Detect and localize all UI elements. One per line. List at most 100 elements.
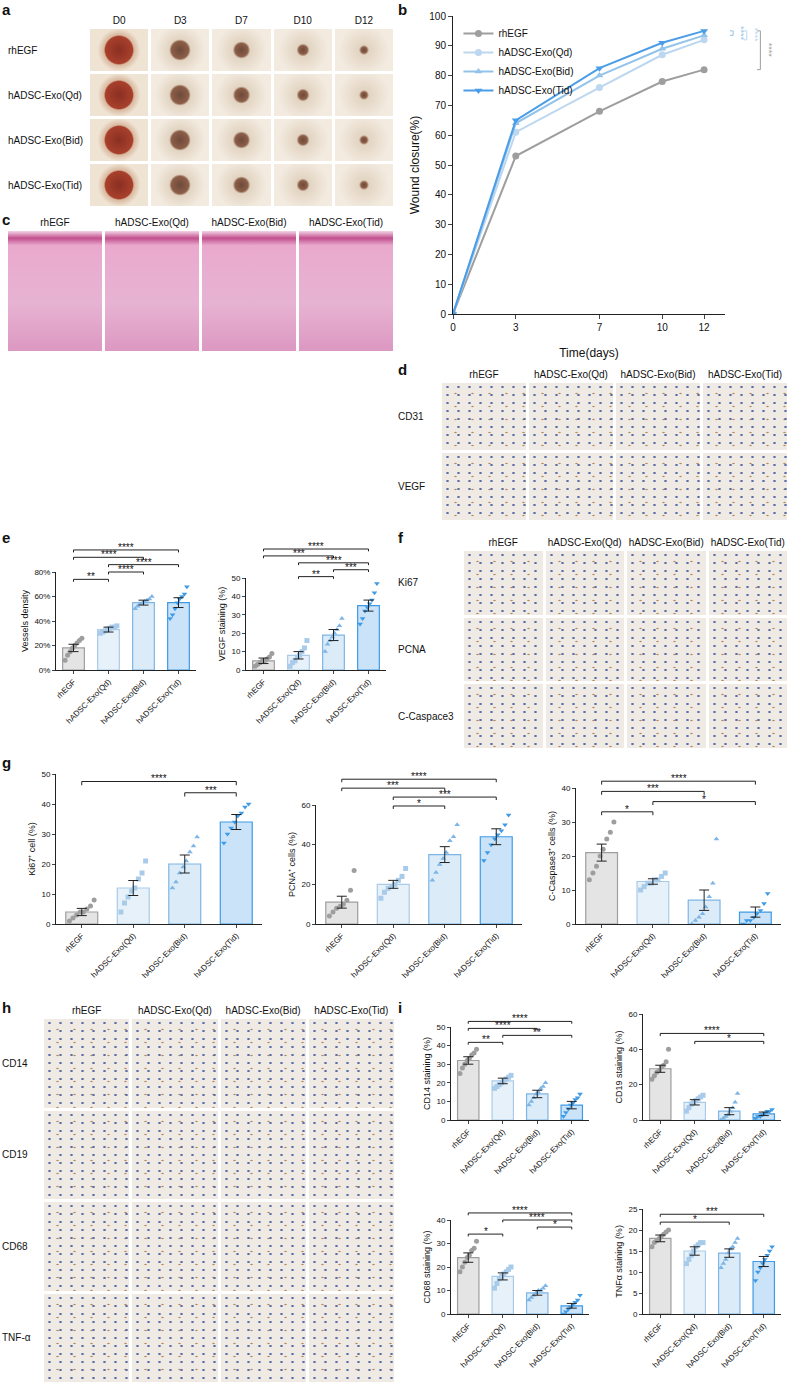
svg-text:20: 20 xyxy=(628,1080,637,1089)
svg-text:hADSC-Exo(Tid): hADSC-Exo(Tid) xyxy=(711,931,760,980)
svg-text:**: ** xyxy=(482,1034,490,1045)
svg-text:0: 0 xyxy=(633,1310,638,1319)
svg-text:hADSC-Exo(Tid): hADSC-Exo(Tid) xyxy=(528,1127,577,1176)
svg-text:30: 30 xyxy=(436,1239,445,1248)
svg-text:10: 10 xyxy=(657,322,669,333)
svg-text:50: 50 xyxy=(41,770,50,779)
svg-text:30: 30 xyxy=(41,830,50,839)
svg-text:****: **** xyxy=(411,771,427,782)
svg-text:****: **** xyxy=(118,542,134,553)
svg-text:hADSC-Exo(Bid): hADSC-Exo(Bid) xyxy=(498,66,573,77)
svg-text:50: 50 xyxy=(231,574,240,583)
svg-text:12: 12 xyxy=(699,322,711,333)
svg-text:rhEGF: rhEGF xyxy=(63,931,86,954)
svg-text:40: 40 xyxy=(301,840,310,849)
svg-text:***: *** xyxy=(647,783,659,794)
svg-text:***: *** xyxy=(293,548,305,559)
svg-text:25: 25 xyxy=(628,1205,637,1214)
svg-text:0: 0 xyxy=(236,666,241,675)
svg-text:rhEGF: rhEGF xyxy=(55,677,78,700)
svg-text:rhEGF: rhEGF xyxy=(245,677,268,700)
svg-text:hADSC-Exo(Tid): hADSC-Exo(Tid) xyxy=(720,1127,769,1176)
svg-text:0%: 0% xyxy=(39,666,51,675)
svg-text:20: 20 xyxy=(301,880,310,889)
svg-text:****: **** xyxy=(736,26,746,41)
svg-text:10: 10 xyxy=(561,886,570,895)
svg-text:70: 70 xyxy=(435,100,447,111)
svg-text:60: 60 xyxy=(628,1010,637,1019)
svg-text:rhEGF: rhEGF xyxy=(498,28,527,39)
svg-text:0: 0 xyxy=(46,920,51,929)
svg-text:20: 20 xyxy=(436,1263,445,1272)
svg-text:10: 10 xyxy=(231,647,240,656)
svg-text:0: 0 xyxy=(441,1116,446,1125)
svg-text:rhEGF: rhEGF xyxy=(449,1127,472,1150)
svg-text:*: * xyxy=(417,798,421,809)
svg-text:hADSC-Exo(Bid): hADSC-Exo(Bid) xyxy=(289,677,338,726)
svg-text:40: 40 xyxy=(436,1041,445,1050)
svg-text:hADSC-Exo(Tid): hADSC-Exo(Tid) xyxy=(324,677,373,726)
svg-text:15: 15 xyxy=(628,1247,637,1256)
svg-text:hADSC-Exo(Bid): hADSC-Exo(Bid) xyxy=(685,1321,734,1370)
svg-text:0: 0 xyxy=(440,309,446,320)
svg-text:*: * xyxy=(702,794,706,805)
svg-text:****: **** xyxy=(750,28,760,43)
svg-text:hADSC-Exo(Qd): hADSC-Exo(Qd) xyxy=(255,677,303,725)
svg-text:TNFα staining (%): TNFα staining (%) xyxy=(614,1225,624,1298)
svg-text:0: 0 xyxy=(566,920,571,929)
svg-text:****: **** xyxy=(326,555,342,566)
svg-text:****: **** xyxy=(495,1020,511,1031)
svg-text:40: 40 xyxy=(561,784,570,793)
svg-text:hADSC-Exo(Qd): hADSC-Exo(Qd) xyxy=(651,1127,699,1175)
svg-text:0: 0 xyxy=(450,322,456,333)
svg-text:CD68 staining (%): CD68 staining (%) xyxy=(422,1230,432,1303)
svg-text:CD14 staining (%): CD14 staining (%) xyxy=(422,1037,432,1110)
svg-text:50: 50 xyxy=(436,1023,445,1032)
svg-text:30: 30 xyxy=(561,818,570,827)
svg-text:3: 3 xyxy=(513,322,519,333)
svg-text:hADSC-Exo(Qd): hADSC-Exo(Qd) xyxy=(459,1127,507,1175)
svg-text:40: 40 xyxy=(435,189,447,200)
svg-text:Ki67⁺ cell (%): Ki67⁺ cell (%) xyxy=(27,822,37,876)
svg-text:40: 40 xyxy=(231,592,240,601)
svg-text:**: ** xyxy=(312,569,320,580)
svg-text:rhEGF: rhEGF xyxy=(323,931,346,954)
svg-text:hADSC-Exo(Qd): hADSC-Exo(Qd) xyxy=(349,931,397,979)
svg-text:****: **** xyxy=(512,1205,528,1216)
svg-text:C-Caspase3⁺ cells (%): C-Caspase3⁺ cells (%) xyxy=(547,811,557,901)
svg-text:10: 10 xyxy=(41,890,50,899)
svg-text:****: **** xyxy=(151,773,167,784)
svg-text:****: **** xyxy=(118,564,134,575)
svg-text:40: 40 xyxy=(628,1045,637,1054)
svg-text:**: ** xyxy=(87,571,95,582)
svg-text:****: **** xyxy=(704,1025,720,1036)
svg-text:rhEGF: rhEGF xyxy=(641,1321,664,1344)
svg-text:0: 0 xyxy=(306,920,311,929)
svg-text:**: ** xyxy=(533,1027,541,1038)
svg-text:****: **** xyxy=(136,557,152,568)
svg-text:40%: 40% xyxy=(34,617,50,626)
svg-text:40: 40 xyxy=(436,1216,445,1225)
svg-text:90: 90 xyxy=(435,40,447,51)
svg-text:80%: 80% xyxy=(34,568,50,577)
svg-text:rhEGF: rhEGF xyxy=(449,1321,472,1344)
svg-text:Vessels density: Vessels density xyxy=(20,589,30,652)
svg-text:rhEGF: rhEGF xyxy=(583,931,606,954)
svg-text:rhEGF: rhEGF xyxy=(641,1127,664,1150)
svg-text:hADSC-Exo(Bid): hADSC-Exo(Bid) xyxy=(493,1127,542,1176)
svg-text:30: 30 xyxy=(231,611,240,620)
svg-text:hADSC-Exo(Bid): hADSC-Exo(Bid) xyxy=(660,931,709,980)
svg-text:hADSC-Exo(Qd): hADSC-Exo(Qd) xyxy=(651,1321,699,1369)
svg-text:****: **** xyxy=(764,43,774,58)
svg-text:*: * xyxy=(693,1214,697,1225)
svg-text:hADSC-Exo(Qd): hADSC-Exo(Qd) xyxy=(65,677,113,725)
svg-text:***: *** xyxy=(439,789,451,800)
svg-text:30: 30 xyxy=(436,1060,445,1069)
svg-text:80: 80 xyxy=(435,70,447,81)
svg-text:100: 100 xyxy=(429,11,446,22)
svg-text:****: **** xyxy=(671,773,687,784)
svg-text:60: 60 xyxy=(435,130,447,141)
svg-text:hADSC-Exo(Tid): hADSC-Exo(Tid) xyxy=(720,1321,769,1370)
svg-text:****: **** xyxy=(529,1212,545,1223)
svg-text:60: 60 xyxy=(301,801,310,810)
